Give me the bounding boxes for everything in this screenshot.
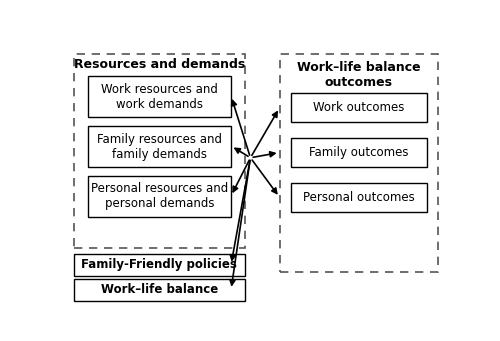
Text: Family-Friendly policies: Family-Friendly policies	[82, 258, 237, 271]
FancyBboxPatch shape	[291, 138, 427, 167]
FancyBboxPatch shape	[291, 183, 427, 211]
Text: Personal resources and
personal demands: Personal resources and personal demands	[91, 182, 228, 210]
FancyBboxPatch shape	[88, 76, 231, 117]
Text: Work outcomes: Work outcomes	[313, 101, 404, 114]
Text: Personal outcomes: Personal outcomes	[303, 191, 415, 204]
FancyBboxPatch shape	[74, 279, 244, 301]
FancyBboxPatch shape	[88, 126, 231, 167]
Text: Family outcomes: Family outcomes	[309, 146, 408, 159]
Text: Work–life balance: Work–life balance	[101, 283, 218, 296]
Text: Resources and demands: Resources and demands	[74, 58, 245, 71]
FancyBboxPatch shape	[74, 254, 244, 276]
Text: Work–life balance
outcomes: Work–life balance outcomes	[297, 61, 421, 89]
FancyBboxPatch shape	[74, 54, 244, 248]
FancyBboxPatch shape	[88, 176, 231, 217]
FancyBboxPatch shape	[280, 54, 438, 272]
FancyBboxPatch shape	[291, 93, 427, 122]
Text: Work resources and
work demands: Work resources and work demands	[101, 83, 218, 111]
Text: Family resources and
family demands: Family resources and family demands	[97, 133, 222, 161]
